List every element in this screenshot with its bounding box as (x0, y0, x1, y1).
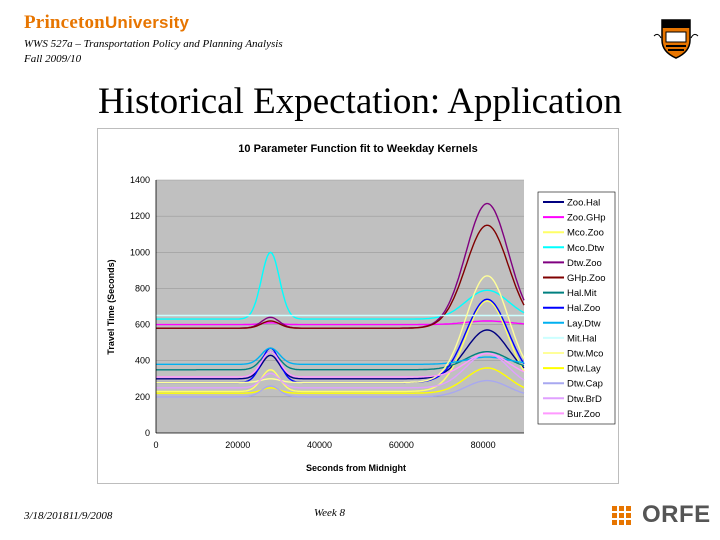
series-line-dtw-lay (156, 367, 525, 394)
series-line-mco-zoo (156, 300, 525, 393)
y-tick-label: 400 (135, 356, 150, 366)
series-line-zoo-ghp (156, 320, 525, 326)
orfe-grid-icon (612, 506, 631, 525)
legend-entry: Hal.Mit (567, 288, 597, 299)
university-subname: University (104, 13, 190, 32)
slide-title: Historical Expectation: Application (97, 81, 623, 122)
chart-title: 10 Parameter Function fit to Weekday Ker… (238, 143, 477, 155)
chart-legend: Zoo.Hal Zoo.GHp Mco.Zoo Mco.Dtw Dtw.Zoo GHp.Z… (537, 191, 616, 425)
y-tick-label: 0 (145, 428, 150, 438)
y-tick-label: 200 (135, 392, 150, 402)
y-tick-label: 600 (135, 320, 150, 330)
legend-entry: Mco.Dtw (567, 243, 604, 254)
travel-time-chart: 10 Parameter Function fit to Weekday Ker… (106, 143, 616, 473)
plot-area (156, 180, 524, 433)
university-name: Princeton (24, 12, 105, 33)
y-tick-label: 1000 (130, 247, 150, 257)
footer-date: 3/18/201811/9/2008 (24, 510, 113, 522)
legend-entry: Mit.Hal (567, 333, 597, 344)
legend-entry: Zoo.GHp (567, 213, 606, 224)
legend-entry: Dtw.Mco (567, 349, 603, 360)
x-tick-label: 20000 (225, 440, 250, 450)
legend-entry: Hal.Zoo (567, 303, 600, 314)
university-logo: PrincetonUniversity (24, 12, 189, 34)
series-line-lay-dtw (156, 347, 525, 365)
y-tick-label: 1200 (130, 211, 150, 221)
orfe-logo: ORFE (612, 501, 711, 529)
legend-entry: GHp.Zoo (567, 273, 606, 284)
series-line-bur-zoo (156, 350, 525, 378)
footer-week: Week 8 (314, 507, 346, 519)
y-tick-label: 800 (135, 283, 150, 293)
x-axis-label: Seconds from Midnight (306, 463, 406, 473)
series-line-mco-dtw (156, 251, 525, 320)
y-axis-label: Travel Time (Seconds) (106, 259, 116, 354)
series-line-dtw-brd (156, 352, 525, 389)
legend-entry: Zoo.Hal (567, 198, 600, 209)
x-tick-label: 60000 (389, 440, 414, 450)
legend-entry: Dtw.BrD (567, 394, 602, 405)
y-tick-label: 1400 (130, 175, 150, 185)
series-line-zoo-hal (156, 329, 525, 380)
series-line-ghp-zoo (156, 224, 525, 329)
legend-entry: Dtw.Cap (567, 379, 603, 390)
term-label: Fall 2009/10 (24, 53, 82, 65)
legend-entry: Mco.Zoo (567, 228, 604, 239)
legend-entry: Dtw.Zoo (567, 258, 602, 269)
x-tick-label: 40000 (307, 440, 332, 450)
legend-entry: Dtw.Lay (567, 364, 601, 375)
legend-entry: Bur.Zoo (567, 409, 600, 420)
legend-entry: Lay.Dtw (567, 318, 601, 329)
series-line-dtw-cap (156, 379, 525, 398)
orfe-logo-text: ORFE (642, 501, 711, 528)
course-title: WWS 527a – Transportation Policy and Pla… (24, 38, 283, 50)
x-tick-label: 0 (153, 440, 158, 450)
x-tick-label: 80000 (471, 440, 496, 450)
princeton-shield-icon (653, 19, 699, 59)
series-line-dtw-mco (156, 275, 525, 384)
chart-frame: 10 Parameter Function fit to Weekday Ker… (97, 128, 619, 484)
